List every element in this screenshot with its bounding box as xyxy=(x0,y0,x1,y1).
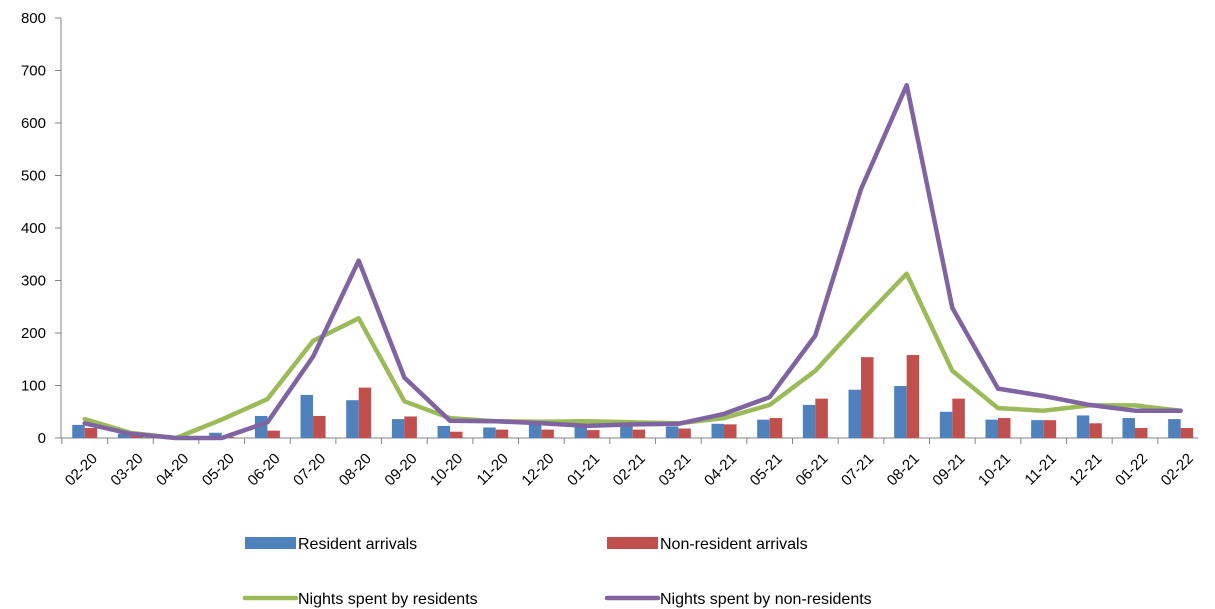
y-tick-label: 0 xyxy=(38,430,46,447)
x-tick-label: 08-21 xyxy=(884,450,923,489)
x-tick-label: 02-22 xyxy=(1158,450,1197,489)
y-tick-label: 400 xyxy=(21,220,46,237)
axes: 0 100 200 300 400 500 600 700 800 xyxy=(21,10,1198,447)
bar-resident-arrivals-11-20 xyxy=(483,427,496,438)
legend: Resident arrivals Non-resident arrivals Ni… xyxy=(242,536,872,608)
bar-non-resident-arrivals-03-21 xyxy=(678,428,691,438)
bar-resident-arrivals-10-21 xyxy=(985,419,998,438)
bar-resident-arrivals-09-21 xyxy=(939,411,953,438)
bar-resident-arrivals-04-21 xyxy=(711,423,725,438)
bar-resident-arrivals-07-20 xyxy=(300,394,314,438)
y-tick-label: 500 xyxy=(21,168,46,185)
bar-non-resident-arrivals-01-22 xyxy=(1134,428,1148,438)
bar-resident-arrivals-03-20 xyxy=(117,433,131,438)
x-tick-label: 05-21 xyxy=(747,450,786,489)
legend-label-nights-spent-by-non-residents: Nights spent by non-residents xyxy=(660,591,872,608)
bar-non-resident-arrivals-06-21 xyxy=(815,398,828,438)
legend-label-nights-spent-by-residents: Nights spent by residents xyxy=(298,591,478,608)
line-series-group xyxy=(82,82,1183,441)
bar-non-resident-arrivals-01-21 xyxy=(587,430,600,438)
bar-resident-arrivals-05-21 xyxy=(757,419,770,438)
x-tick-label: 02-21 xyxy=(610,450,649,489)
bar-resident-arrivals-02-20 xyxy=(72,424,85,438)
bar-non-resident-arrivals-02-20 xyxy=(84,428,98,438)
x-tick-labels: 02-20 03-20 04-20 05-20 06-20 07-20 08-20 09-20… xyxy=(62,450,1197,489)
x-tick-label: 08-20 xyxy=(336,450,375,489)
x-tick-label: 03-20 xyxy=(107,450,146,489)
x-tick-label: 12-21 xyxy=(1066,450,1105,489)
bar-resident-arrivals-05-20 xyxy=(209,432,222,438)
x-tick-label: 04-20 xyxy=(153,450,192,489)
line-nights-spent-by-residents xyxy=(82,271,1183,441)
bar-resident-arrivals-06-21 xyxy=(802,404,816,438)
y-tick-label: 100 xyxy=(21,378,46,395)
bar-resident-arrivals-01-21 xyxy=(574,426,588,438)
bar-non-resident-arrivals-11-20 xyxy=(495,429,509,438)
x-tick-label: 01-21 xyxy=(564,450,603,489)
bar-resident-arrivals-08-20 xyxy=(346,400,359,438)
y-tick-label: 700 xyxy=(21,63,46,80)
bar-resident-arrivals-12-20 xyxy=(528,423,542,438)
legend-swatch-non-resident-arrivals xyxy=(607,537,658,549)
x-tick-label: 09-21 xyxy=(929,450,968,489)
bar-non-resident-arrivals-02-21 xyxy=(632,429,646,438)
bar-resident-arrivals-03-21 xyxy=(665,426,679,438)
x-tick-label: 01-22 xyxy=(1112,450,1151,489)
x-tick-label: 04-21 xyxy=(701,450,740,489)
legend-label-non-resident-arrivals: Non-resident arrivals xyxy=(660,536,808,553)
bar-non-resident-arrivals-09-21 xyxy=(952,398,965,438)
legend-swatch-resident-arrivals xyxy=(245,537,296,549)
bar-non-resident-arrivals-12-20 xyxy=(541,429,554,438)
bar-resident-arrivals-02-22 xyxy=(1168,419,1181,438)
bar-resident-arrivals-01-22 xyxy=(1122,418,1135,438)
x-tick-label: 07-21 xyxy=(838,450,877,489)
y-tick-label: 600 xyxy=(21,115,46,132)
bar-resident-arrivals-09-20 xyxy=(391,419,405,438)
bar-non-resident-arrivals-11-21 xyxy=(1043,420,1057,438)
bar-resident-arrivals-11-21 xyxy=(1031,420,1044,438)
x-tick-label: 06-20 xyxy=(244,450,283,489)
bar-non-resident-arrivals-07-21 xyxy=(861,357,874,438)
y-tick-label: 800 xyxy=(21,10,46,27)
x-tick-label: 10-20 xyxy=(427,450,466,489)
bar-non-resident-arrivals-05-21 xyxy=(769,418,783,438)
x-tick-label: 10-21 xyxy=(975,450,1014,489)
bar-non-resident-arrivals-08-20 xyxy=(358,387,372,438)
bar-non-resident-arrivals-02-22 xyxy=(1180,428,1194,438)
bar-non-resident-arrivals-06-20 xyxy=(267,430,280,438)
bar-resident-arrivals-12-21 xyxy=(1076,415,1090,438)
line-nights-spent-by-non-residents xyxy=(82,82,1183,441)
x-tick-label: 12-20 xyxy=(518,450,557,489)
bar-non-resident-arrivals-10-20 xyxy=(450,431,463,438)
x-tick-label: 07-20 xyxy=(290,450,329,489)
x-tick-label: 06-21 xyxy=(792,450,831,489)
x-tick-label: 09-20 xyxy=(381,450,420,489)
bar-resident-arrivals-02-21 xyxy=(620,425,633,438)
x-tick-label: 11-21 xyxy=(1021,450,1059,488)
bar-resident-arrivals-08-21 xyxy=(894,386,907,438)
x-tick-label: 03-21 xyxy=(655,450,694,489)
y-tick-label: 300 xyxy=(21,273,46,290)
bar-non-resident-arrivals-10-21 xyxy=(997,418,1011,438)
legend-label-resident-arrivals: Resident arrivals xyxy=(298,536,417,553)
bar-resident-arrivals-07-21 xyxy=(848,389,862,438)
y-tick-label: 200 xyxy=(21,325,46,342)
bar-series-group xyxy=(72,355,1194,438)
bar-resident-arrivals-10-20 xyxy=(437,425,451,438)
bar-non-resident-arrivals-08-21 xyxy=(906,355,920,438)
x-tick-label: 11-20 xyxy=(474,450,512,488)
bar-non-resident-arrivals-03-20 xyxy=(130,435,143,438)
x-tick-label: 05-20 xyxy=(199,450,238,489)
bar-non-resident-arrivals-12-21 xyxy=(1089,423,1102,438)
x-tick-label: 02-20 xyxy=(62,450,101,489)
bar-non-resident-arrivals-09-20 xyxy=(404,416,417,438)
bar-non-resident-arrivals-07-20 xyxy=(313,415,326,438)
bar-non-resident-arrivals-04-21 xyxy=(724,424,737,438)
